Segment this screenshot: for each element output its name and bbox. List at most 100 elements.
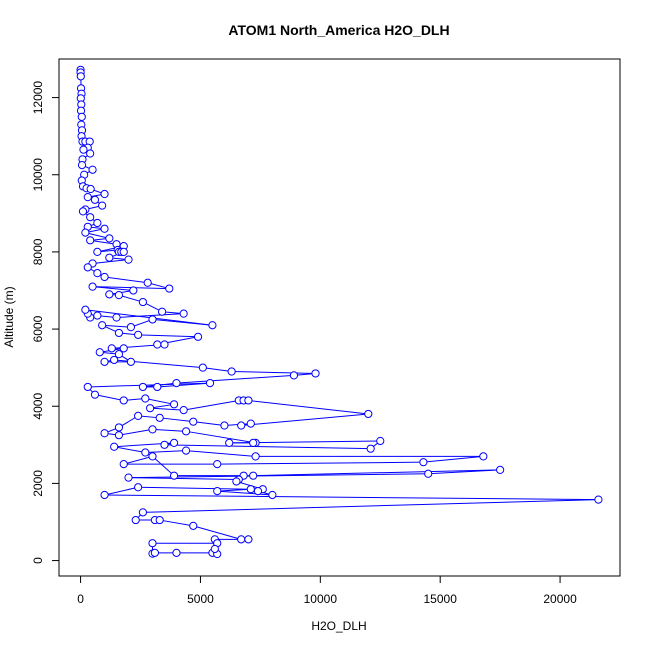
data-point [105,253,114,262]
data-point [86,236,95,245]
data-point [157,307,167,316]
series-segment [231,371,316,374]
data-point [105,290,114,299]
series-segment [159,519,194,527]
data-point [110,355,119,365]
data-point [172,378,181,388]
x-tick-label: 5000 [187,592,214,606]
data-point [496,465,505,474]
x-tick-label: 15000 [424,592,458,606]
data-point [77,161,87,170]
series-segment [217,490,273,496]
data-point [424,469,433,478]
data-point [129,286,138,295]
series-segment [423,455,484,463]
data-point [153,382,162,392]
data-point [112,313,121,322]
x-tick-label: 10000 [304,592,338,606]
data-point [165,284,174,293]
data-point [198,363,207,372]
data-point [93,218,102,228]
series-segment [193,421,225,427]
data-point [107,344,116,353]
series-segment [118,294,144,303]
data-point [100,272,109,282]
data-point [213,460,222,469]
data-point [289,371,299,380]
data-point [169,400,179,409]
data-point [237,421,246,430]
series-segment [94,394,124,401]
data-point [138,382,148,392]
data-point [134,483,143,492]
series-segment [104,276,148,284]
y-tick-label: 12000 [31,81,45,115]
data-point [160,340,169,349]
data-point [311,369,320,378]
series-segment [87,382,211,388]
series-segment [176,374,294,384]
data-point [141,448,150,457]
series-segment [248,399,369,415]
y-tick-label: 4000 [31,393,45,420]
data-point [268,490,277,500]
data-point [93,311,102,320]
series-segment [253,469,501,477]
data-point [105,234,114,243]
data-point [193,332,203,341]
series-segment [90,239,117,245]
data-point [98,321,107,330]
data-point [153,340,162,349]
series-segment [114,446,146,454]
x-tick-label: 0 [77,592,84,606]
y-tick-label: 8000 [31,238,45,265]
chart-title: ATOM1 North_America H2O_DLH [228,22,449,38]
data-point [126,357,136,366]
data-point [160,440,169,449]
data-point [150,548,159,557]
data-point [114,431,124,440]
data-point [143,278,152,287]
series-segment [138,334,199,338]
data-point [100,224,109,233]
data-point [213,487,222,496]
data-point [172,548,181,557]
series-segment [217,461,424,465]
series-segment [138,486,251,490]
data-point [208,321,217,330]
data-point [205,378,215,388]
data-point [232,477,241,486]
data-point [251,452,260,461]
data-point [148,425,157,434]
data-point [244,396,253,405]
x-axis: 0 5000 10000 15000 20000 [77,575,577,606]
series-segment [118,428,153,436]
data-point [138,297,148,307]
data-point [131,515,140,525]
data-point [77,112,86,121]
data-point [88,165,97,174]
data-point [119,344,128,353]
data-point [100,490,109,500]
data-point [88,282,97,291]
data-point [181,446,191,455]
data-point [253,487,263,496]
data-point [376,436,385,446]
data-point [249,438,258,447]
data-point [79,145,88,154]
data-point [594,495,603,504]
data-point [90,390,100,399]
data-point [169,471,179,480]
data-point [90,195,100,204]
data-point [100,189,109,199]
series-segment [164,444,371,450]
data-point [126,323,136,332]
data-point [119,460,128,469]
data-point [169,438,179,447]
data-point [114,328,124,338]
data-point [246,485,255,494]
data-point [225,438,234,447]
data-point [244,535,253,544]
data-point [93,269,102,278]
